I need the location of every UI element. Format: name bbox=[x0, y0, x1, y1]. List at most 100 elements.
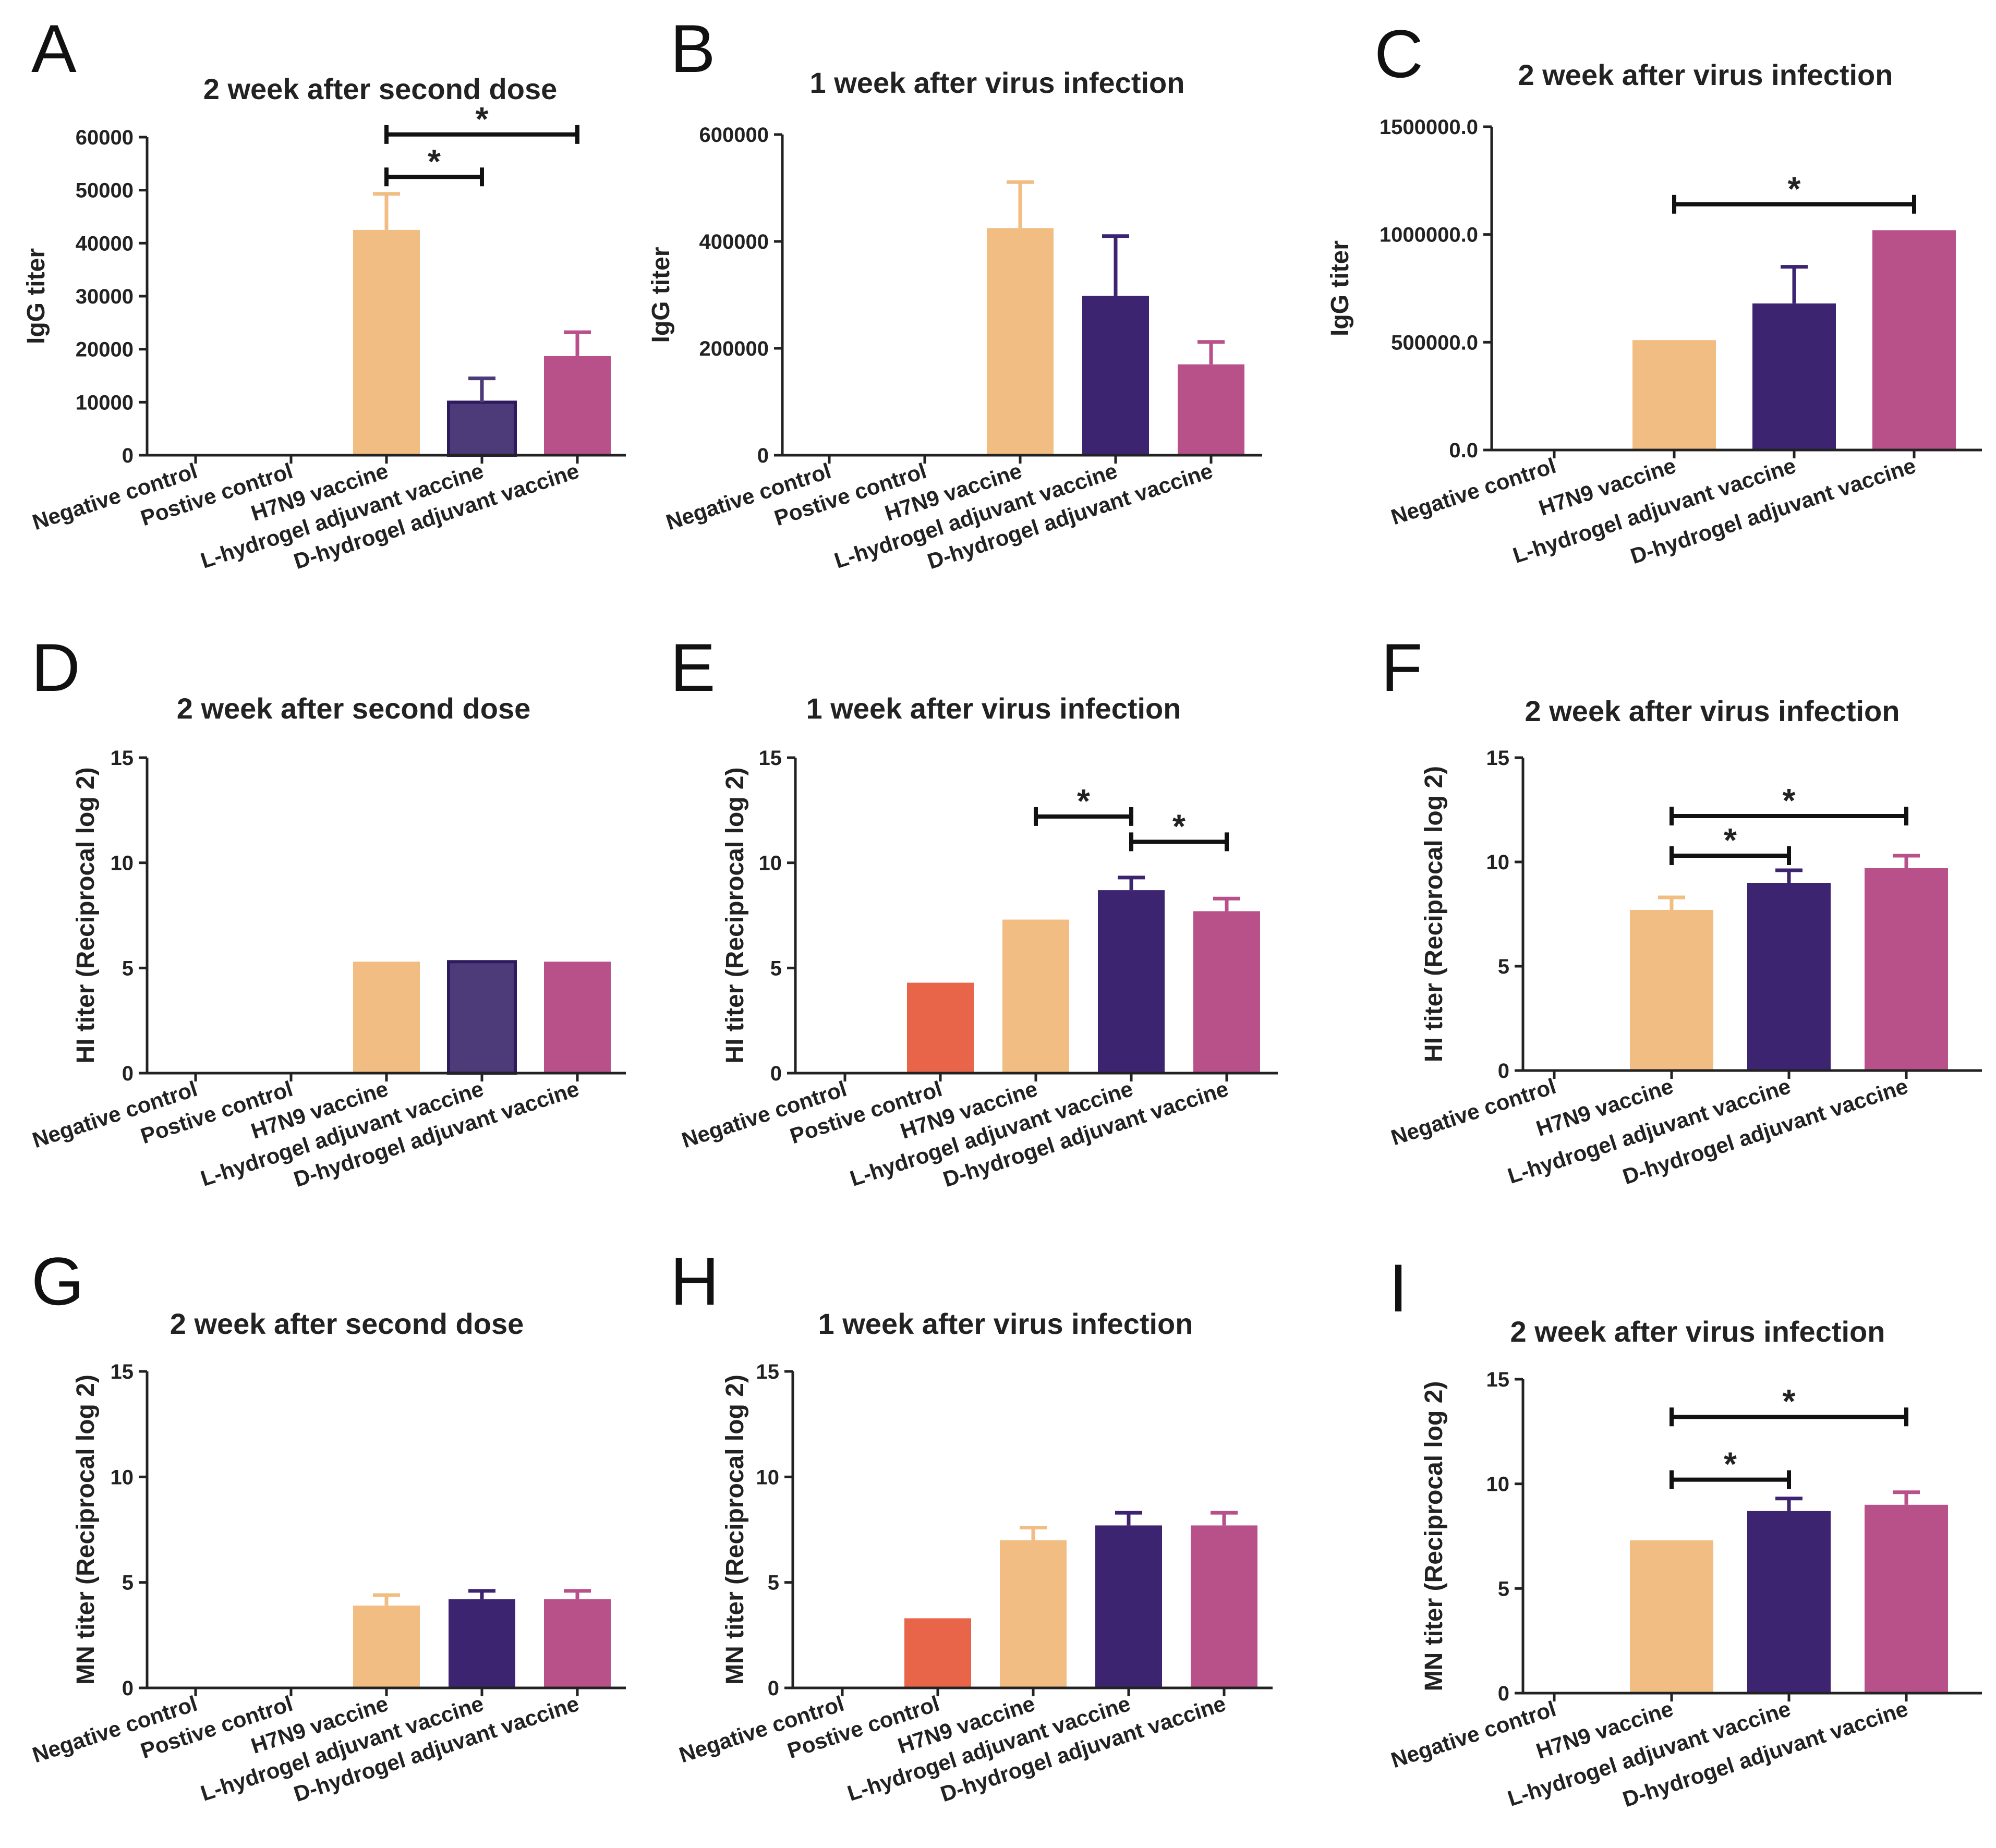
y-tick-label: 0 bbox=[757, 444, 769, 467]
y-tick-label: 0.0 bbox=[1449, 439, 1478, 462]
bar bbox=[1178, 364, 1244, 455]
y-tick-label: 30000 bbox=[76, 285, 134, 308]
bar bbox=[1865, 1504, 1948, 1693]
significance-label: * bbox=[1724, 1445, 1737, 1483]
bar bbox=[544, 356, 611, 455]
bar bbox=[544, 962, 611, 1073]
y-axis-label: MN titer (Reciprocal log 2) bbox=[72, 1375, 100, 1685]
y-axis-label: HI titer (Reciprocal log 2) bbox=[1420, 766, 1448, 1062]
bar bbox=[1095, 1525, 1162, 1688]
y-tick-label: 0 bbox=[122, 1677, 134, 1700]
y-axis-label: IgG titer bbox=[647, 247, 675, 343]
significance-bracket bbox=[1670, 1407, 1908, 1427]
y-axis-label: MN titer (Reciprocal log 2) bbox=[1420, 1381, 1448, 1692]
y-tick-label: 0 bbox=[122, 444, 134, 467]
panel-letter: D bbox=[31, 629, 80, 706]
y-tick-label: 400000 bbox=[699, 230, 769, 253]
y-tick-label: 5 bbox=[770, 957, 782, 980]
significance-label: * bbox=[1783, 1382, 1796, 1420]
y-tick-label: 0 bbox=[122, 1062, 134, 1085]
bar bbox=[353, 962, 420, 1073]
chart-title: 2 week after second dose bbox=[170, 1307, 524, 1340]
panel-letter: H bbox=[670, 1243, 719, 1319]
x-tick-label: Negative control bbox=[1388, 1696, 1558, 1772]
significance-bracket bbox=[1034, 807, 1133, 826]
bar bbox=[1082, 296, 1149, 455]
y-tick-label: 15 bbox=[1486, 1368, 1510, 1391]
significance-label: * bbox=[476, 100, 489, 138]
y-tick-label: 50000 bbox=[76, 179, 134, 202]
bar bbox=[449, 1599, 515, 1688]
y-axis-label: HI titer (Reciprocal log 2) bbox=[721, 767, 749, 1063]
bar bbox=[1747, 1511, 1831, 1693]
y-axis-label: IgG titer bbox=[22, 248, 50, 344]
y-tick-label: 1000000.0 bbox=[1380, 224, 1478, 247]
bar bbox=[1193, 911, 1260, 1073]
bar bbox=[1632, 340, 1716, 450]
y-tick-label: 10 bbox=[759, 852, 782, 875]
y-tick-label: 20000 bbox=[76, 338, 134, 361]
panel-D: D 2 week after second dose HI titer (Recip… bbox=[29, 629, 626, 1192]
y-tick-label: 60000 bbox=[76, 126, 134, 149]
y-tick-label: 5 bbox=[1498, 955, 1509, 978]
panel-F: F 2 week after virus infection HI titer (R… bbox=[1381, 629, 1982, 1189]
y-tick-label: 5 bbox=[768, 1572, 779, 1595]
chart-title: 2 week after virus infection bbox=[1510, 1315, 1885, 1348]
bar bbox=[353, 1606, 420, 1688]
panel-G: G 2 week after second dose MN titer (Recip… bbox=[29, 1243, 626, 1806]
bar bbox=[447, 400, 517, 457]
bar bbox=[987, 228, 1054, 455]
chart-title: 2 week after virus infection bbox=[1518, 58, 1893, 91]
significance-label: * bbox=[1724, 821, 1737, 859]
panel-letter: F bbox=[1381, 629, 1422, 706]
y-tick-label: 5 bbox=[122, 957, 134, 980]
y-tick-label: 15 bbox=[111, 747, 134, 770]
bar bbox=[1865, 868, 1948, 1071]
bar bbox=[1752, 303, 1836, 450]
bar bbox=[353, 229, 420, 455]
panel-H: H 1 week after virus infection MN titer (R… bbox=[670, 1243, 1273, 1806]
y-axis-label: MN titer (Reciprocal log 2) bbox=[721, 1375, 749, 1685]
y-tick-label: 10000 bbox=[76, 391, 134, 414]
bar bbox=[1191, 1525, 1257, 1688]
panel-letter: A bbox=[31, 10, 77, 87]
significance-label: * bbox=[428, 142, 441, 180]
y-tick-label: 40000 bbox=[76, 232, 134, 255]
y-tick-label: 10 bbox=[1486, 851, 1510, 874]
y-tick-label: 10 bbox=[1486, 1473, 1510, 1496]
panel-C: C 2 week after virus infection IgG titer Ne… bbox=[1326, 16, 1982, 568]
significance-label: * bbox=[1077, 782, 1090, 820]
y-tick-label: 15 bbox=[759, 747, 782, 770]
y-tick-label: 0 bbox=[770, 1062, 782, 1085]
y-tick-label: 500000.0 bbox=[1391, 331, 1478, 354]
significance-bracket bbox=[1670, 807, 1908, 825]
bar bbox=[1630, 1540, 1713, 1693]
y-tick-label: 15 bbox=[756, 1360, 780, 1383]
significance-label: * bbox=[1788, 170, 1801, 208]
y-axis-label: IgG titer bbox=[1326, 240, 1354, 336]
significance-bracket bbox=[384, 167, 484, 187]
chart-title: 2 week after second dose bbox=[203, 72, 558, 105]
panel-letter: C bbox=[1374, 16, 1423, 92]
bar bbox=[907, 982, 974, 1073]
y-axis-label: HI titer (Reciprocal log 2) bbox=[72, 767, 100, 1063]
significance-bracket bbox=[384, 125, 579, 144]
y-tick-label: 600000 bbox=[699, 124, 769, 147]
y-tick-label: 1500000.0 bbox=[1380, 116, 1478, 139]
significance-label: * bbox=[1783, 782, 1796, 819]
bar bbox=[447, 960, 517, 1075]
y-tick-label: 0 bbox=[1498, 1060, 1509, 1083]
panel-letter: E bbox=[670, 629, 716, 706]
bar bbox=[904, 1618, 971, 1688]
bar bbox=[1098, 890, 1165, 1073]
bar bbox=[544, 1599, 611, 1688]
y-tick-label: 5 bbox=[1498, 1577, 1509, 1600]
y-tick-label: 15 bbox=[1486, 747, 1510, 770]
bar bbox=[1872, 230, 1956, 450]
significance-bracket bbox=[1672, 194, 1916, 214]
y-tick-label: 10 bbox=[756, 1466, 780, 1489]
significance-bracket bbox=[1670, 1470, 1791, 1489]
